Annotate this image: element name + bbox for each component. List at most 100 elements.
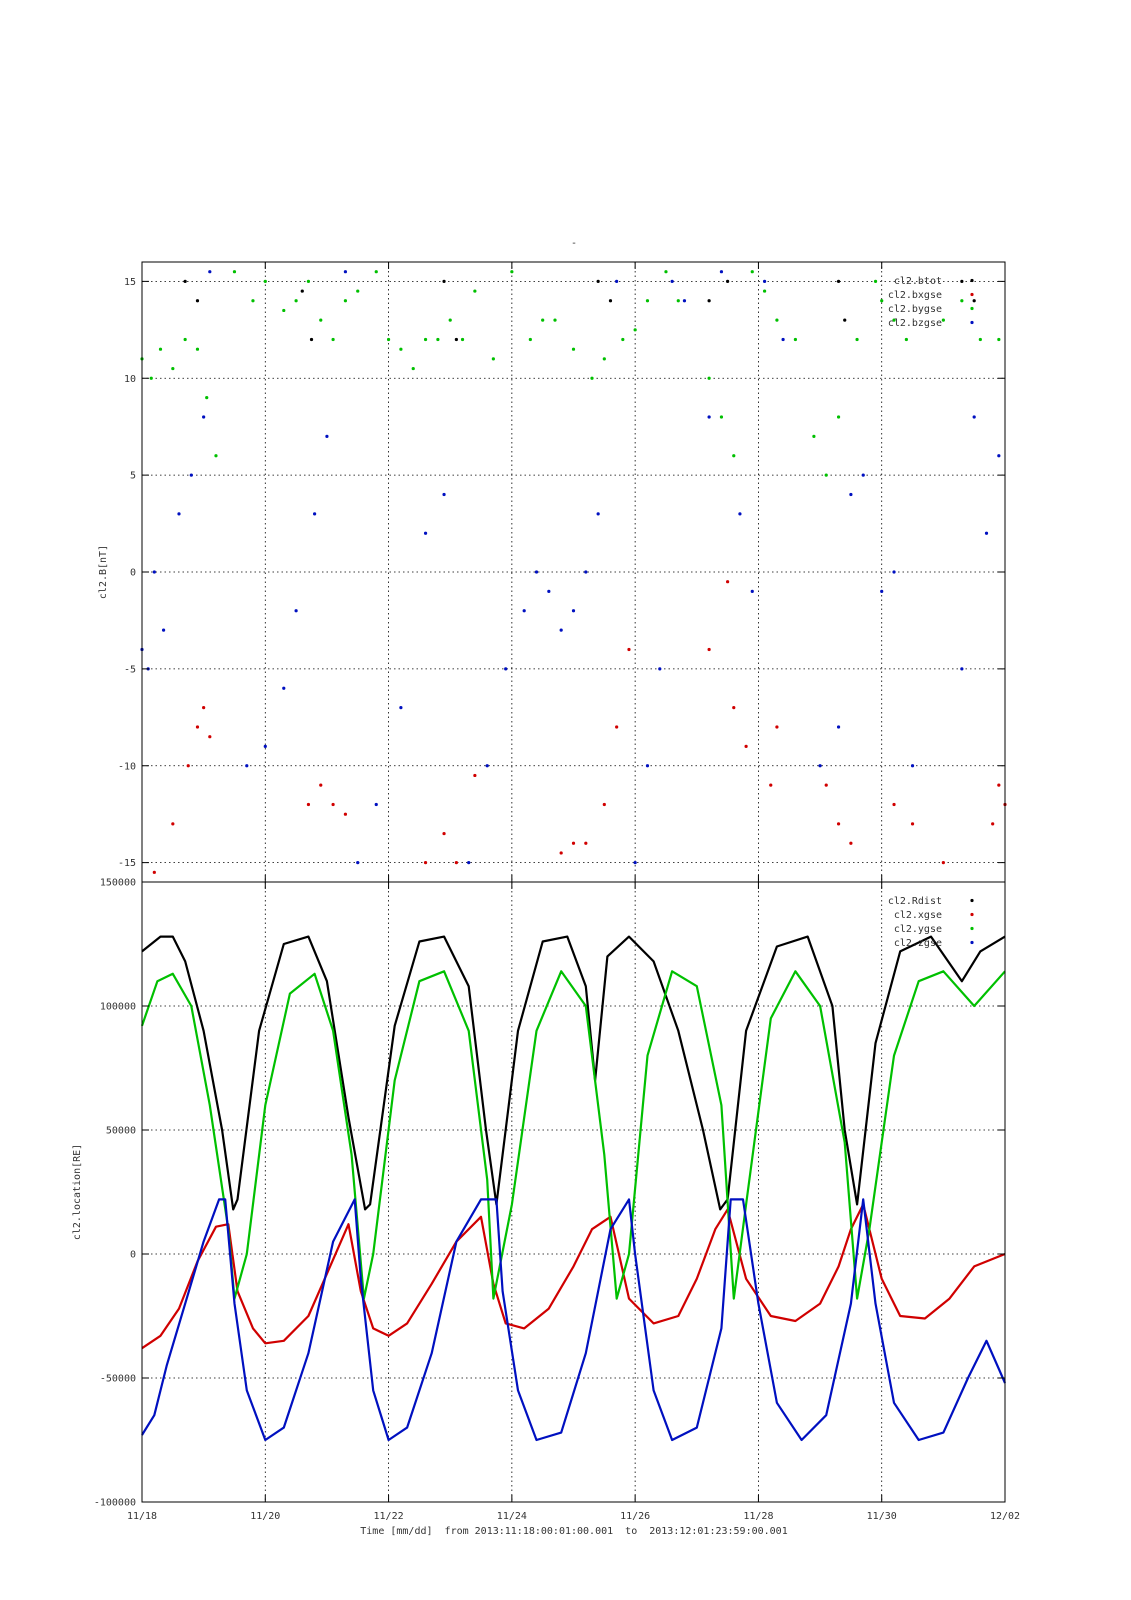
legend-entry-label: cl2.bzgse — [888, 318, 942, 329]
data-point-cl2-bxgse — [726, 580, 730, 584]
data-point-cl2-bygse — [732, 454, 736, 458]
data-point-cl2-bxgse — [331, 802, 335, 807]
data-point-cl2-bygse — [195, 347, 200, 351]
data-point-cl2-bygse — [707, 376, 711, 380]
data-point-cl2-bzgse — [399, 706, 403, 710]
data-point-cl2-btot — [843, 318, 847, 322]
data-point-cl2-bygse — [645, 299, 650, 303]
series-line-cl2-xgse — [141, 1203, 1006, 1350]
data-point-cl2-bzgse — [818, 764, 822, 768]
data-point-cl2-bzgse — [442, 492, 446, 497]
data-point-cl2-bygse — [460, 337, 465, 342]
data-point-cl2-bxgse — [202, 706, 206, 710]
y-tick-label: 15 — [124, 277, 136, 288]
data-point-cl2-bygse — [294, 299, 298, 303]
y-tick-label: -15 — [118, 858, 136, 869]
data-point-cl2-bxgse — [769, 783, 773, 787]
location-panel: -100000 -50000 0 50000 100000 150000 cl2.loca… — [72, 878, 1007, 1509]
data-point-cl2-bzgse — [467, 861, 471, 865]
data-point-cl2-btot — [960, 279, 964, 283]
y-tick-label: 0 — [130, 1250, 136, 1261]
data-point-cl2-bxgse — [442, 831, 446, 836]
data-point-cl2-bygse — [473, 289, 477, 293]
legend-swatch — [970, 320, 974, 325]
data-point-cl2-bzgse — [880, 589, 884, 593]
data-point-cl2-bzgse — [522, 609, 526, 613]
data-point-cl2-bxgse — [941, 861, 945, 865]
data-point-cl2-bzgse — [615, 279, 619, 283]
data-point-cl2-bxgse — [602, 802, 606, 807]
data-point-cl2-bygse — [621, 337, 625, 342]
data-point-cl2-bygse — [263, 279, 267, 283]
data-point-cl2-bygse — [436, 337, 440, 342]
data-point-cl2-btot — [309, 337, 314, 342]
data-point-cl2-bxgse — [997, 783, 1001, 787]
data-point-cl2-bygse — [719, 415, 724, 419]
data-point-cl2-bygse — [331, 337, 335, 342]
x-axis-label: Time [mm/dd] from 2013:11:18:00:01:00.00… — [360, 1526, 787, 1537]
location-y-axis-label: cl2.location[RE] — [72, 1144, 83, 1240]
data-point-cl2-bzgse — [202, 415, 206, 419]
data-point-cl2-bygse — [824, 473, 828, 477]
legend-swatch — [970, 306, 974, 311]
y-tick-label: 100000 — [100, 1002, 136, 1013]
data-point-cl2-bzgse — [960, 667, 964, 671]
legend-entry-label: cl2.ygse — [894, 924, 942, 935]
legend-swatch — [970, 926, 974, 931]
data-point-cl2-bygse — [399, 347, 403, 351]
data-point-cl2-bxgse — [473, 773, 477, 778]
data-point-cl2-bxgse — [892, 802, 896, 807]
data-point-cl2-bxgse — [152, 870, 156, 874]
data-point-cl2-bygse — [836, 415, 841, 419]
data-point-cl2-btot — [454, 337, 458, 342]
data-point-cl2-bxgse — [306, 802, 311, 807]
x-tick-label: 12/02 — [990, 1511, 1020, 1522]
data-point-cl2-bzgse — [682, 299, 687, 303]
data-point-cl2-bzgse — [571, 609, 576, 613]
data-point-cl2-bygse — [171, 366, 175, 371]
data-point-cl2-bygse — [602, 357, 606, 361]
data-point-cl2-bzgse — [343, 270, 348, 274]
data-point-cl2-bygse — [880, 299, 884, 303]
legend-entry-label: cl2.zgse — [894, 938, 942, 949]
y-tick-label: 150000 — [100, 878, 136, 889]
magnetic-field-y-axis-label: cl2.B[nT] — [98, 545, 109, 599]
data-point-cl2-btot — [300, 289, 304, 293]
y-tick-label: 10 — [124, 374, 136, 385]
data-point-cl2-bxgse — [584, 841, 588, 845]
data-point-cl2-bzgse — [997, 454, 1001, 458]
data-point-cl2-bxgse — [744, 744, 748, 748]
data-point-cl2-bygse — [941, 318, 945, 322]
x-tick-label: 11/20 — [250, 1511, 280, 1522]
magnetic-field-grid — [142, 262, 1005, 882]
data-point-cl2-btot — [442, 279, 446, 283]
data-point-cl2-bxgse — [208, 735, 212, 739]
data-point-cl2-bzgse — [633, 861, 637, 865]
data-point-cl2-bygse — [528, 337, 532, 342]
legend-swatch — [970, 278, 974, 283]
legend-swatch — [970, 912, 974, 917]
data-point-cl2-bxgse — [910, 822, 915, 826]
data-point-cl2-bzgse — [719, 270, 724, 274]
legend-entry-label: cl2.bygse — [888, 304, 942, 315]
series-line-cl2-rdist — [141, 935, 1006, 1211]
series-line-cl2-zgse — [141, 1198, 1007, 1442]
data-point-cl2-bygse — [750, 270, 754, 274]
data-point-cl2-bygse — [149, 376, 153, 380]
data-point-cl2-bzgse — [781, 337, 785, 342]
magnetic-field-scatter-marks — [140, 270, 1007, 874]
data-point-cl2-bygse — [793, 337, 798, 342]
data-point-cl2-bzgse — [910, 764, 915, 768]
data-point-cl2-bygse — [386, 337, 391, 342]
data-point-cl2-bxgse — [319, 783, 323, 787]
data-point-cl2-bxgse — [824, 783, 828, 787]
data-point-cl2-bygse — [997, 337, 1001, 342]
data-point-cl2-bzgse — [534, 570, 539, 574]
location-legend: cl2.Rdist cl2.xgse cl2.ygse cl2.zgse — [888, 896, 974, 949]
data-point-cl2-bygse — [541, 318, 545, 322]
data-point-cl2-bzgse — [892, 570, 896, 574]
legend-swatch — [970, 898, 974, 903]
data-point-cl2-bygse — [319, 318, 323, 322]
data-point-cl2-bygse — [960, 299, 964, 303]
